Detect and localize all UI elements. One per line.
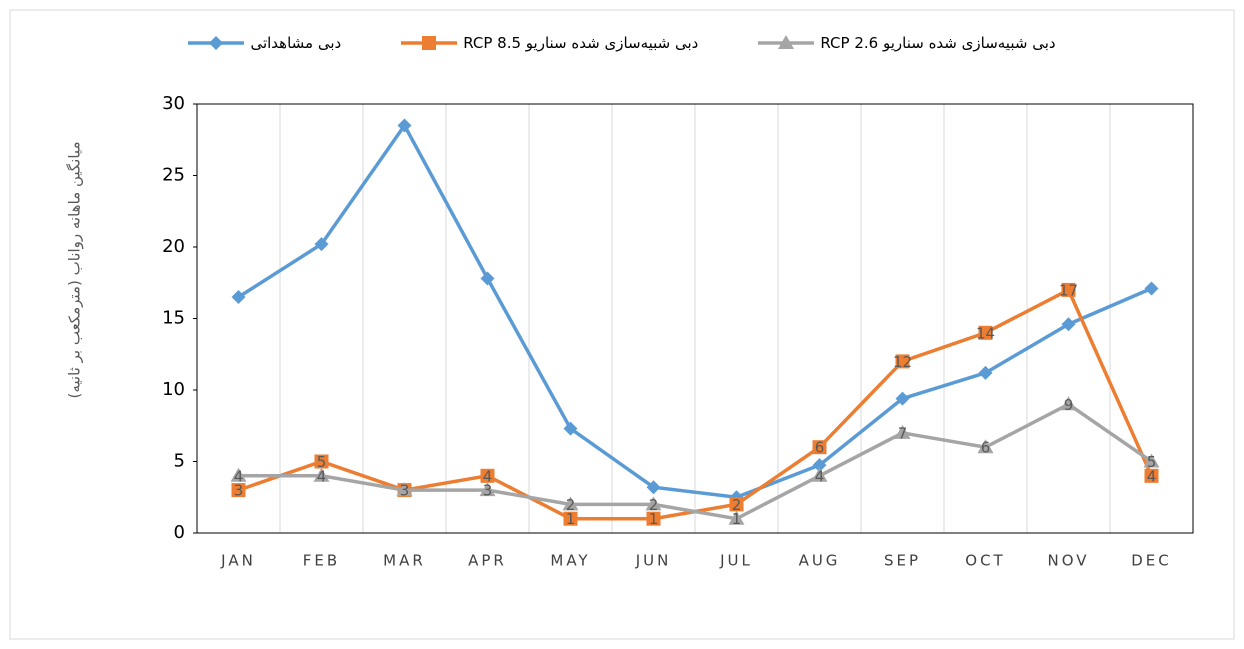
marker [778, 35, 795, 49]
marker [1061, 282, 1076, 297]
marker [397, 118, 412, 133]
marker [895, 391, 910, 406]
marker [563, 511, 578, 526]
marker [1144, 468, 1159, 483]
series-line [237, 122, 1153, 500]
marker [480, 271, 495, 286]
data-label: 12 [893, 353, 912, 371]
marker [563, 421, 578, 436]
data-label: 4 [815, 467, 825, 485]
data-label: 3 [234, 482, 244, 500]
marker [894, 424, 911, 439]
marker [1060, 396, 1077, 411]
y-tick-label: 5 [174, 451, 185, 472]
marker [646, 511, 661, 526]
x-tick-label: OCT [965, 552, 1005, 570]
marker [314, 454, 329, 469]
data-label: 2 [566, 496, 576, 514]
legend-swatch [758, 35, 815, 49]
data-label: 4 [234, 467, 244, 485]
y-tick-label: 10 [162, 379, 185, 400]
data-label: 6 [981, 439, 991, 457]
x-tick-label: APR [468, 552, 507, 570]
y-axis-label: میانگین ماهانه رواناب (مترمکعب بر ثانیه) [66, 142, 84, 399]
data-label: 17 [1059, 281, 1078, 299]
marker [978, 365, 993, 380]
marker [313, 467, 330, 482]
x-tick-label: FEB [303, 552, 340, 570]
marker [562, 496, 579, 511]
data-label: 4 [1147, 467, 1157, 485]
data-label: 9 [1064, 396, 1074, 414]
y-tick-label: 20 [162, 236, 185, 257]
marker [422, 36, 437, 50]
x-tick-label: DEC [1131, 552, 1172, 570]
x-tick-label: MAY [550, 552, 590, 570]
series-line [238, 402, 1153, 521]
marker [231, 483, 246, 498]
legend-swatch [188, 36, 245, 50]
marker [728, 510, 745, 525]
legend: دبی مشاهداتی دبی شبیه‌سازی شده سناریو RCP… [0, 34, 1244, 52]
y-tick-label: 0 [174, 522, 185, 543]
marker [1143, 453, 1160, 468]
legend-label: دبی شبیه‌سازی شده سناریو RCP 2.6 [820, 34, 1056, 52]
data-label: 4 [483, 467, 493, 485]
marker [812, 440, 827, 455]
marker [1144, 281, 1159, 296]
data-label: 6 [815, 439, 825, 457]
marker [645, 496, 662, 511]
legend-item: دبی شبیه‌سازی شده سناریو RCP 2.6 [758, 34, 1056, 52]
x-tick-label: JUN [635, 552, 672, 570]
data-label: 2 [649, 496, 659, 514]
data-label: 7 [898, 424, 908, 442]
x-tick-label: AUG [799, 552, 841, 570]
y-tick-label: 15 [162, 308, 185, 329]
data-label: 5 [1147, 453, 1157, 471]
y-tick-label: 30 [162, 93, 185, 114]
marker [1061, 317, 1076, 332]
legend-swatch [401, 36, 458, 50]
marker [396, 482, 413, 497]
marker [811, 467, 828, 482]
marker [977, 439, 994, 454]
marker [812, 458, 827, 473]
data-label: 4 [317, 467, 327, 485]
marker [895, 354, 910, 369]
marker [480, 468, 495, 483]
legend-label: دبی مشاهداتی [250, 34, 342, 52]
data-label: 2 [732, 496, 742, 514]
marker [209, 36, 224, 50]
legend-item: دبی مشاهداتی [188, 34, 341, 52]
marker [646, 480, 661, 495]
data-label: 1 [566, 510, 576, 528]
marker [314, 237, 329, 252]
data-label: 5 [317, 453, 327, 471]
data-label: 3 [400, 482, 410, 500]
legend-label: دبی شبیه‌سازی شده سناریو RCP 8.5 [463, 34, 699, 52]
x-tick-label: JAN [220, 552, 256, 570]
chart-border [9, 9, 1235, 640]
marker [729, 497, 744, 512]
x-tick-label: NOV [1047, 552, 1089, 570]
data-label: 14 [976, 324, 995, 342]
data-label: 3 [483, 482, 493, 500]
legend-item: دبی شبیه‌سازی شده سناریو RCP 8.5 [401, 34, 698, 52]
x-tick-label: SEP [884, 552, 921, 570]
x-tick-label: JUL [719, 552, 753, 570]
data-label: 1 [649, 510, 659, 528]
marker [479, 482, 496, 497]
x-tick-label: MAR [383, 552, 426, 570]
y-tick-label: 25 [162, 165, 185, 186]
marker [978, 325, 993, 340]
marker [231, 290, 246, 305]
marker [230, 467, 247, 482]
data-label: 1 [732, 510, 742, 528]
